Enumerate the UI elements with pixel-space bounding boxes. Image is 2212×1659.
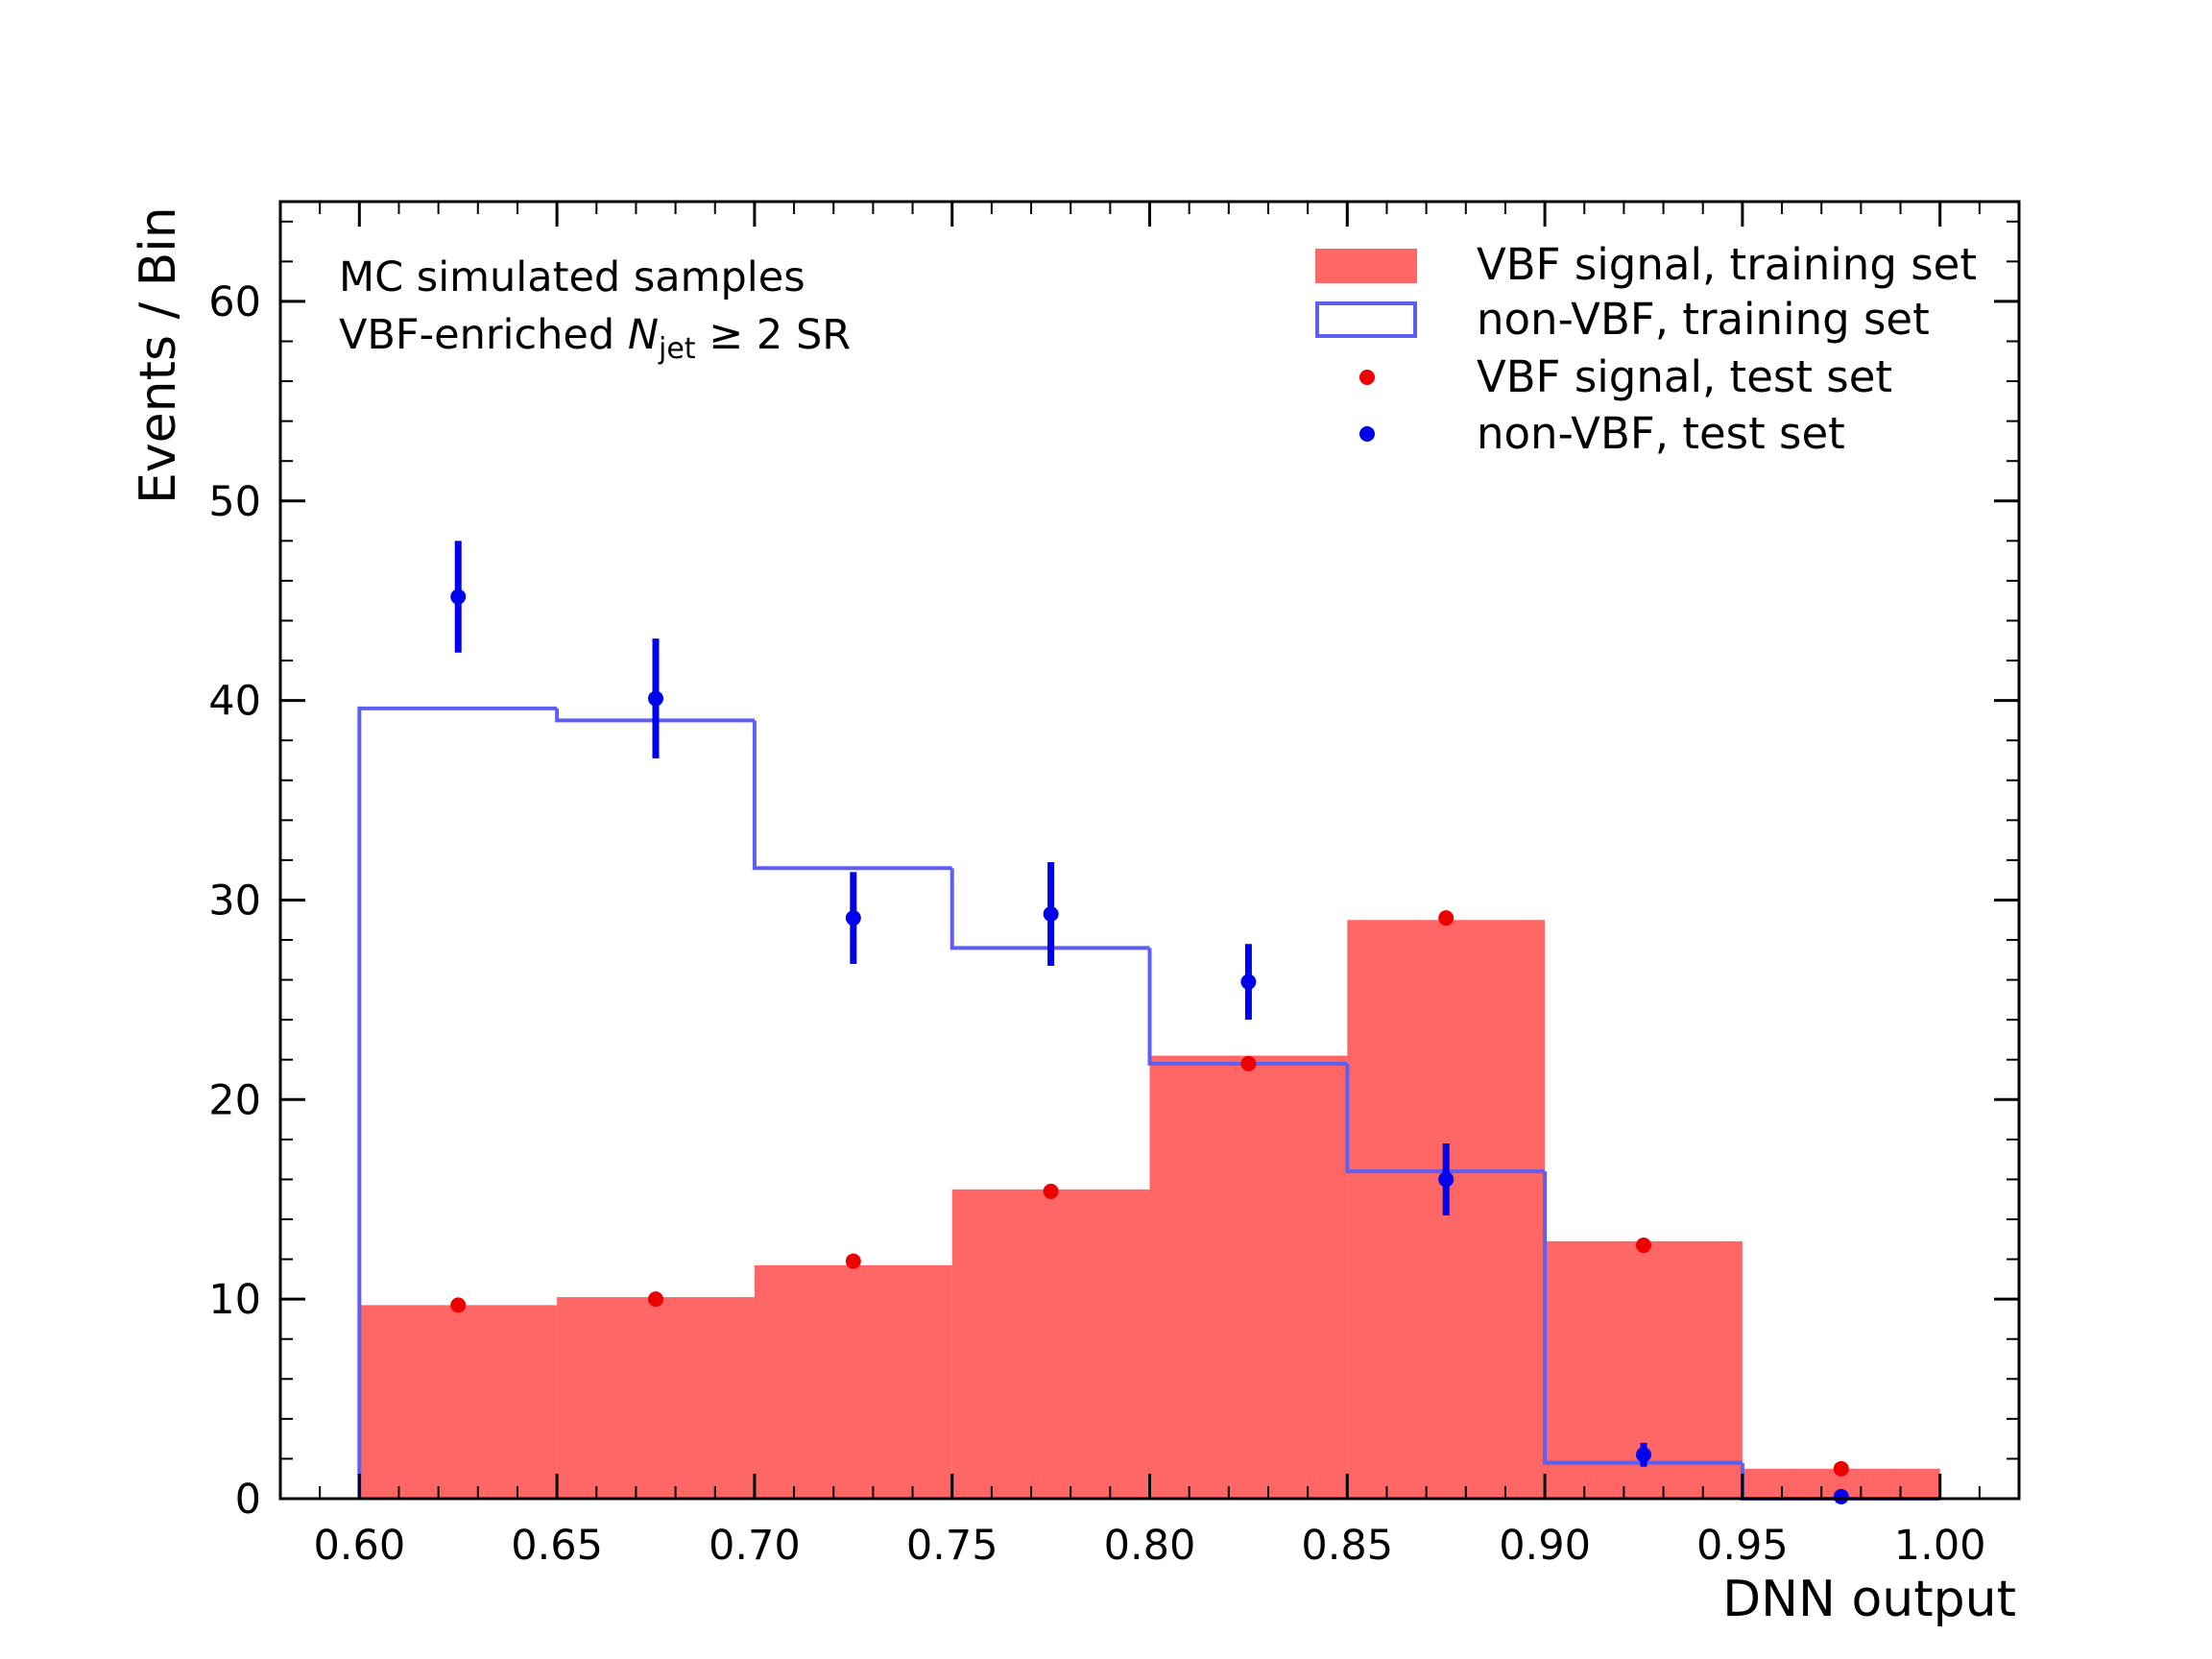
x-tick-label: 0.65: [511, 1522, 603, 1570]
x-tick-label: 0.60: [313, 1522, 405, 1570]
nonvbf-test-point: [1240, 974, 1257, 990]
y-tick-label: 50: [208, 478, 261, 526]
y-tick-label: 20: [208, 1076, 261, 1124]
legend-label-nonvbf-train: non-VBF, training set: [1477, 294, 1930, 345]
legend-marker-nonvbf-test: [1359, 426, 1375, 442]
nonvbf-train-step: [1147, 948, 1348, 1066]
vbf-train-bar: [754, 1264, 952, 1499]
x-tick-label: 0.75: [906, 1522, 998, 1570]
nonvbf-train-step: [752, 720, 952, 871]
vbf-test-point: [1240, 1055, 1257, 1071]
nonvbf-test-point: [1833, 1488, 1849, 1504]
y-tick-label: 30: [208, 877, 261, 925]
vbf-train-bar: [1149, 1055, 1348, 1499]
nonvbf-train-step: [1345, 1063, 1546, 1174]
x-tick-label: 0.85: [1301, 1522, 1393, 1570]
y-tick-label: 0: [235, 1476, 261, 1524]
y-tick-label: 60: [208, 278, 261, 326]
annotation-line-2-variable: N: [628, 311, 659, 359]
nonvbf-test-point: [450, 589, 467, 605]
nonvbf-test-point: [1635, 1447, 1651, 1463]
vbf-train-bar: [951, 1189, 1150, 1499]
legend-marker-vbf-test: [1359, 370, 1375, 385]
legend-swatch-nonvbf-train: [1315, 301, 1417, 338]
vbf-test-point: [845, 1253, 861, 1269]
vbf-train-bar: [557, 1297, 755, 1499]
vbf-test-point: [450, 1297, 467, 1313]
vbf-test-point: [1043, 1183, 1059, 1199]
x-tick-label: 0.95: [1696, 1522, 1789, 1570]
vbf-test-point: [1438, 910, 1455, 926]
nonvbf-train-step: [357, 706, 558, 1499]
legend-swatch-vbf-train: [1315, 249, 1417, 283]
vbf-test-point: [648, 1291, 664, 1308]
x-tick-label: 0.80: [1104, 1522, 1196, 1570]
legend-label-vbf-test: VBF signal, test set: [1477, 351, 1892, 402]
x-axis-label: DNN output: [1722, 1571, 2016, 1628]
y-tick-label: 10: [208, 1276, 261, 1324]
nonvbf-train-step: [1543, 1171, 1743, 1465]
x-tick-label: 1.00: [1894, 1522, 1986, 1570]
nonvbf-test-point: [1043, 906, 1059, 923]
y-tick-label: 40: [208, 678, 261, 726]
annotation: MC simulated samples VBF-enriched Njet ≥…: [339, 253, 851, 366]
legend-label-nonvbf-test: non-VBF, test set: [1477, 408, 1845, 459]
vbf-test-point: [1635, 1238, 1651, 1254]
nonvbf-test-point: [845, 910, 861, 926]
nonvbf-test-point: [648, 690, 664, 707]
annotation-line-2-prefix: VBF-enriched: [339, 311, 628, 359]
vbf-test-point: [1833, 1460, 1849, 1477]
annotation-line-1: MC simulated samples: [339, 253, 805, 301]
annotation-line-2-subscript: jet: [658, 332, 696, 366]
axes: 0.60 0.65 0.70 0.75 0.80 0.85 0.90 0.95 1.00 0 10 2…: [208, 200, 2021, 1570]
nonvbf-train-step: [555, 708, 755, 723]
x-tick-label: 0.70: [709, 1522, 801, 1570]
y-axis-label: Events / Bin: [130, 206, 187, 504]
annotation-line-2: VBF-enriched Njet ≥ 2 SR: [339, 311, 851, 366]
legend: VBF signal, training set non-VBF, traini…: [1315, 239, 1977, 459]
plot-area: [357, 541, 1940, 1504]
annotation-line-2-suffix: ≥ 2 SR: [696, 311, 852, 359]
nonvbf-train-step: [950, 868, 1150, 950]
x-tick-label: 0.90: [1499, 1522, 1591, 1570]
vbf-train-bar: [359, 1305, 558, 1499]
legend-label-vbf-train: VBF signal, training set: [1477, 239, 1977, 290]
nonvbf-test-point: [1438, 1171, 1455, 1188]
